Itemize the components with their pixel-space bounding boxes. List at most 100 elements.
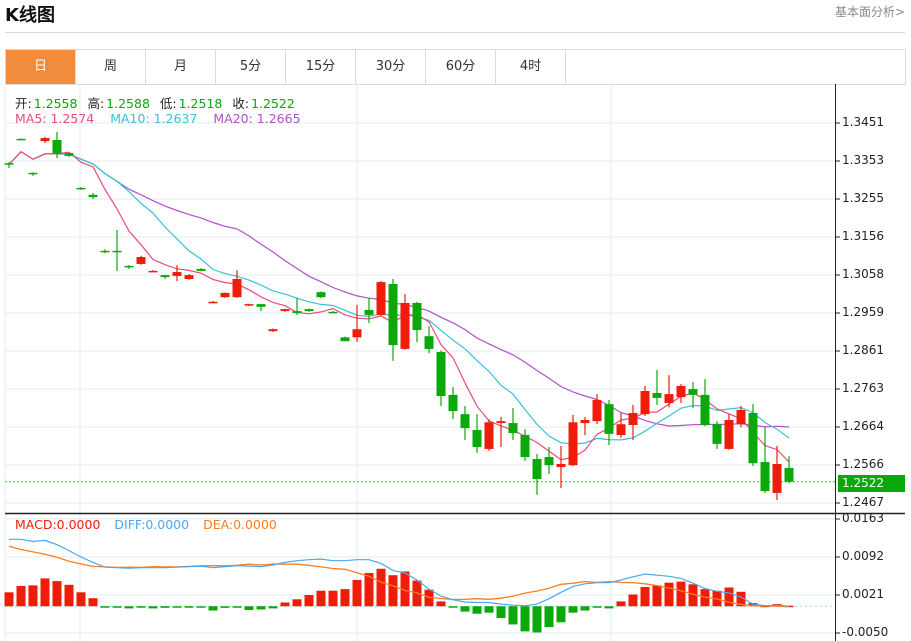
candle-up bbox=[772, 463, 782, 493]
candle-down bbox=[472, 430, 482, 448]
macd-bar bbox=[64, 584, 74, 607]
macd-bar bbox=[316, 590, 326, 607]
macd-bar bbox=[304, 595, 314, 607]
macd-bar bbox=[4, 592, 14, 607]
candle-down bbox=[712, 424, 722, 444]
tab-day[interactable]: 日 bbox=[6, 50, 76, 84]
tab-15min[interactable]: 15分 bbox=[286, 50, 356, 84]
macd-bar bbox=[604, 606, 614, 609]
macd-bar bbox=[172, 606, 182, 608]
macd-bar bbox=[448, 606, 458, 608]
candle-up bbox=[628, 413, 638, 425]
candle-down bbox=[508, 423, 518, 434]
macd-bar bbox=[328, 590, 338, 607]
ma20-value: MA20: 1.2665 bbox=[213, 111, 301, 126]
candle-down bbox=[364, 309, 374, 315]
tab-week[interactable]: 周 bbox=[76, 50, 146, 84]
tab-4hour[interactable]: 4时 bbox=[496, 50, 566, 84]
macd-bar bbox=[724, 587, 734, 607]
ma10-value: MA10: 1.2637 bbox=[110, 111, 198, 126]
macd-bar bbox=[676, 581, 686, 607]
candle-down bbox=[604, 404, 614, 434]
candle-up bbox=[208, 301, 218, 304]
ma5-value: MA5: 1.2574 bbox=[15, 111, 95, 126]
low-value: 1.2518 bbox=[178, 96, 223, 111]
macd-bar bbox=[508, 606, 518, 625]
macd-bar bbox=[220, 606, 230, 608]
macd-bar bbox=[652, 585, 662, 607]
candle-down bbox=[544, 457, 554, 466]
candle-up bbox=[184, 275, 194, 280]
price-tick-label: 1.3255 bbox=[842, 191, 884, 205]
candle-down bbox=[652, 392, 662, 398]
macd-bar bbox=[616, 601, 626, 607]
candle-up bbox=[40, 138, 50, 142]
candle-up bbox=[616, 424, 626, 436]
diff-value: DIFF:0.0000 bbox=[114, 517, 190, 532]
candle-down bbox=[88, 194, 98, 198]
candle-up bbox=[556, 463, 566, 468]
candle-down bbox=[388, 284, 398, 346]
candle-down bbox=[112, 250, 122, 253]
macd-bar bbox=[76, 592, 86, 607]
tab-5min[interactable]: 5分 bbox=[216, 50, 286, 84]
macd-bar bbox=[292, 599, 302, 607]
macd-bar bbox=[148, 606, 158, 609]
candle-up bbox=[136, 257, 146, 264]
candle-up bbox=[736, 409, 746, 425]
candle-down bbox=[28, 172, 38, 175]
macd-bar bbox=[340, 589, 350, 607]
candle-up bbox=[592, 399, 602, 422]
close-value: 1.2522 bbox=[251, 96, 295, 111]
candle-down bbox=[52, 139, 62, 154]
candle-down bbox=[760, 462, 770, 492]
divider bbox=[5, 32, 905, 33]
macd-bar bbox=[352, 580, 362, 607]
candle-up bbox=[640, 391, 650, 415]
candle-down bbox=[316, 292, 326, 298]
fundamental-analysis-link[interactable]: 基本面分析> bbox=[834, 5, 905, 19]
tab-month[interactable]: 月 bbox=[146, 50, 216, 84]
candle-down bbox=[328, 311, 338, 314]
macd-bar bbox=[532, 606, 542, 633]
candle-down bbox=[412, 302, 422, 330]
macd-tick-label: -0.0050 bbox=[842, 625, 889, 639]
macd-tick-label: 0.0163 bbox=[842, 511, 884, 525]
candle-down bbox=[100, 250, 110, 253]
macd-bar bbox=[664, 582, 674, 607]
candle-down bbox=[16, 138, 26, 141]
macd-bar bbox=[364, 573, 374, 607]
candle-down bbox=[256, 304, 266, 307]
candle-down bbox=[64, 153, 74, 156]
macd-bar bbox=[112, 606, 122, 608]
candle-up bbox=[220, 292, 230, 298]
tab-60min[interactable]: 60分 bbox=[426, 50, 496, 84]
tab-30min[interactable]: 30分 bbox=[356, 50, 426, 84]
price-tick-label: 1.2861 bbox=[842, 343, 884, 357]
candle-up bbox=[244, 304, 254, 306]
candle-up bbox=[496, 421, 506, 424]
macd-bar bbox=[520, 606, 530, 632]
macd-bar bbox=[256, 606, 266, 610]
macd-bar bbox=[184, 606, 194, 608]
candle-down bbox=[748, 413, 758, 464]
macd-bar bbox=[580, 606, 590, 611]
candle-down bbox=[532, 458, 542, 480]
candle-down bbox=[160, 275, 170, 278]
macd-bar bbox=[436, 601, 446, 607]
candle-up bbox=[484, 422, 494, 449]
macd-bar bbox=[136, 606, 146, 608]
candle-down bbox=[436, 352, 446, 397]
candle-down bbox=[4, 163, 14, 165]
high-value: 1.2588 bbox=[106, 96, 150, 111]
macd-bar bbox=[40, 578, 50, 607]
diff-line bbox=[9, 538, 790, 607]
macd-bar bbox=[268, 606, 278, 609]
macd-bar bbox=[544, 606, 554, 628]
ma5-line bbox=[8, 151, 790, 463]
current-price-label: 1.2522 bbox=[838, 475, 905, 492]
macd-bar bbox=[460, 606, 470, 612]
ma-readout: MA5: 1.2574 MA10: 1.2637 MA20: 1.2665 bbox=[15, 111, 303, 126]
candle-down bbox=[292, 311, 302, 313]
